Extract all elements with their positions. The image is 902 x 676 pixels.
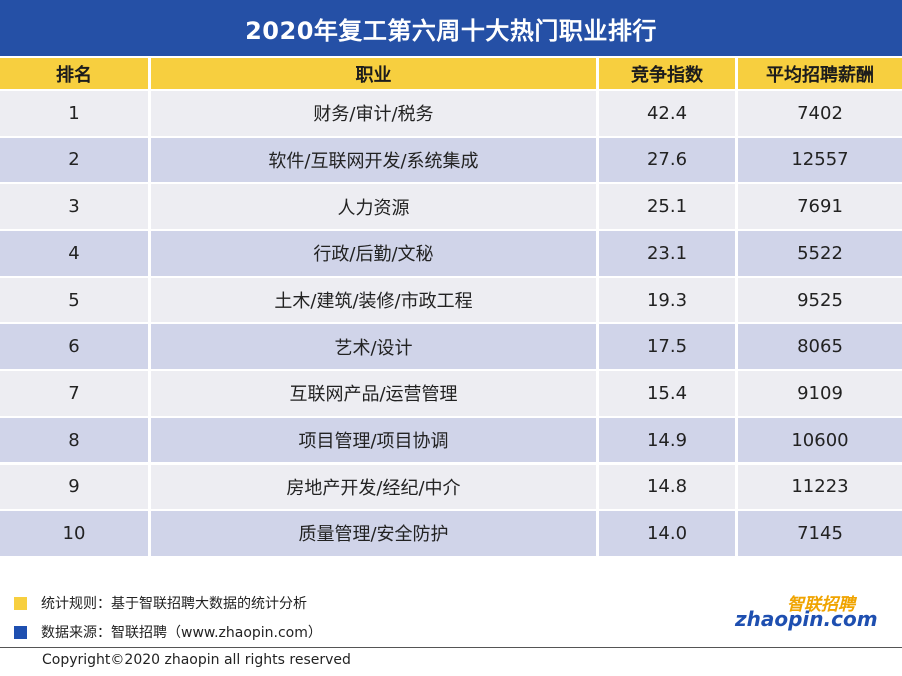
table-row: 1 财务/审计/税务 42.4 7402: [0, 91, 902, 136]
table-row: 9 房地产开发/经纪/中介 14.8 11223: [0, 464, 902, 510]
rank-cell: 7: [0, 371, 148, 416]
table-row: 4 行政/后勤/文秘 23.1 5522: [0, 231, 902, 276]
competition-index-cell: 23.1: [599, 231, 735, 276]
occupation-cell: 财务/审计/税务: [151, 91, 596, 136]
rank-cell: 3: [0, 184, 148, 229]
average-salary-cell: 7145: [738, 511, 902, 556]
competition-index-cell: 42.4: [599, 91, 735, 136]
competition-index-cell: 14.9: [599, 417, 735, 463]
occupation-cell: 艺术/设计: [151, 324, 596, 370]
logo-cn-text: 智联招聘: [787, 595, 855, 615]
table-row: 2 软件/互联网开发/系统集成 27.6 12557: [0, 137, 902, 183]
note-source: 数据来源：智联招聘（www.zhaopin.com）: [14, 622, 322, 642]
occupation-cell: 软件/互联网开发/系统集成: [151, 137, 596, 183]
logo-en-text: zhaopin.com: [735, 607, 878, 631]
occupation-cell: 项目管理/项目协调: [151, 417, 596, 463]
rank-cell: 10: [0, 511, 148, 556]
average-salary-cell: 9525: [738, 277, 902, 323]
note-rule-text: 统计规则：基于智联招聘大数据的统计分析: [41, 596, 307, 612]
note-source-text: 数据来源：智联招聘（www.zhaopin.com）: [41, 625, 322, 641]
zhaopin-logo: 智联招聘 zhaopin.com: [735, 590, 878, 634]
table-header-row: 排名 职业 竞争指数 平均招聘薪酬: [0, 58, 902, 89]
ranking-table: 排名 职业 竞争指数 平均招聘薪酬 1 财务/审计/税务 42.4 7402 2 软件/互…: [0, 58, 902, 558]
rank-cell: 2: [0, 137, 148, 183]
average-salary-cell: 9109: [738, 371, 902, 416]
table-body: 1 财务/审计/税务 42.4 7402 2 软件/互联网开发/系统集成 27.6 12557…: [0, 91, 902, 556]
occupation-cell: 质量管理/安全防护: [151, 511, 596, 556]
header-competition-index: 竞争指数: [599, 58, 735, 89]
competition-index-cell: 27.6: [599, 137, 735, 183]
header-occupation: 职业: [151, 58, 596, 89]
average-salary-cell: 10600: [738, 417, 902, 463]
occupation-cell: 行政/后勤/文秘: [151, 231, 596, 276]
table-row: 8 项目管理/项目协调 14.9 10600: [0, 417, 902, 463]
rank-cell: 9: [0, 464, 148, 510]
header-average-salary: 平均招聘薪酬: [738, 58, 902, 89]
rank-cell: 1: [0, 91, 148, 136]
average-salary-cell: 7691: [738, 184, 902, 229]
table-row: 7 互联网产品/运营管理 15.4 9109: [0, 371, 902, 416]
occupation-cell: 房地产开发/经纪/中介: [151, 464, 596, 510]
footer-divider: [0, 647, 902, 648]
average-salary-cell: 11223: [738, 464, 902, 510]
occupation-cell: 互联网产品/运营管理: [151, 371, 596, 416]
competition-index-cell: 25.1: [599, 184, 735, 229]
competition-index-cell: 15.4: [599, 371, 735, 416]
competition-index-cell: 17.5: [599, 324, 735, 370]
average-salary-cell: 7402: [738, 91, 902, 136]
blue-square-icon: [14, 625, 27, 639]
page-title: 2020年复工第六周十大热门职业排行: [0, 0, 902, 56]
rank-cell: 5: [0, 277, 148, 323]
occupation-cell: 土木/建筑/装修/市政工程: [151, 277, 596, 323]
table-row: 5 土木/建筑/装修/市政工程 19.3 9525: [0, 277, 902, 323]
header-rank: 排名: [0, 58, 148, 89]
table-row: 3 人力资源 25.1 7691: [0, 184, 902, 229]
average-salary-cell: 8065: [738, 324, 902, 370]
yellow-square-icon: [14, 596, 27, 610]
table-row: 10 质量管理/安全防护 14.0 7145: [0, 511, 902, 556]
rank-cell: 6: [0, 324, 148, 370]
competition-index-cell: 14.0: [599, 511, 735, 556]
rank-cell: 4: [0, 231, 148, 276]
average-salary-cell: 12557: [738, 137, 902, 183]
note-rule: 统计规则：基于智联招聘大数据的统计分析: [14, 593, 307, 613]
competition-index-cell: 14.8: [599, 464, 735, 510]
occupation-cell: 人力资源: [151, 184, 596, 229]
competition-index-cell: 19.3: [599, 277, 735, 323]
copyright-text: Copyright©2020 zhaopin all rights reserv…: [42, 652, 351, 668]
average-salary-cell: 5522: [738, 231, 902, 276]
table-row: 6 艺术/设计 17.5 8065: [0, 324, 902, 370]
rank-cell: 8: [0, 417, 148, 463]
